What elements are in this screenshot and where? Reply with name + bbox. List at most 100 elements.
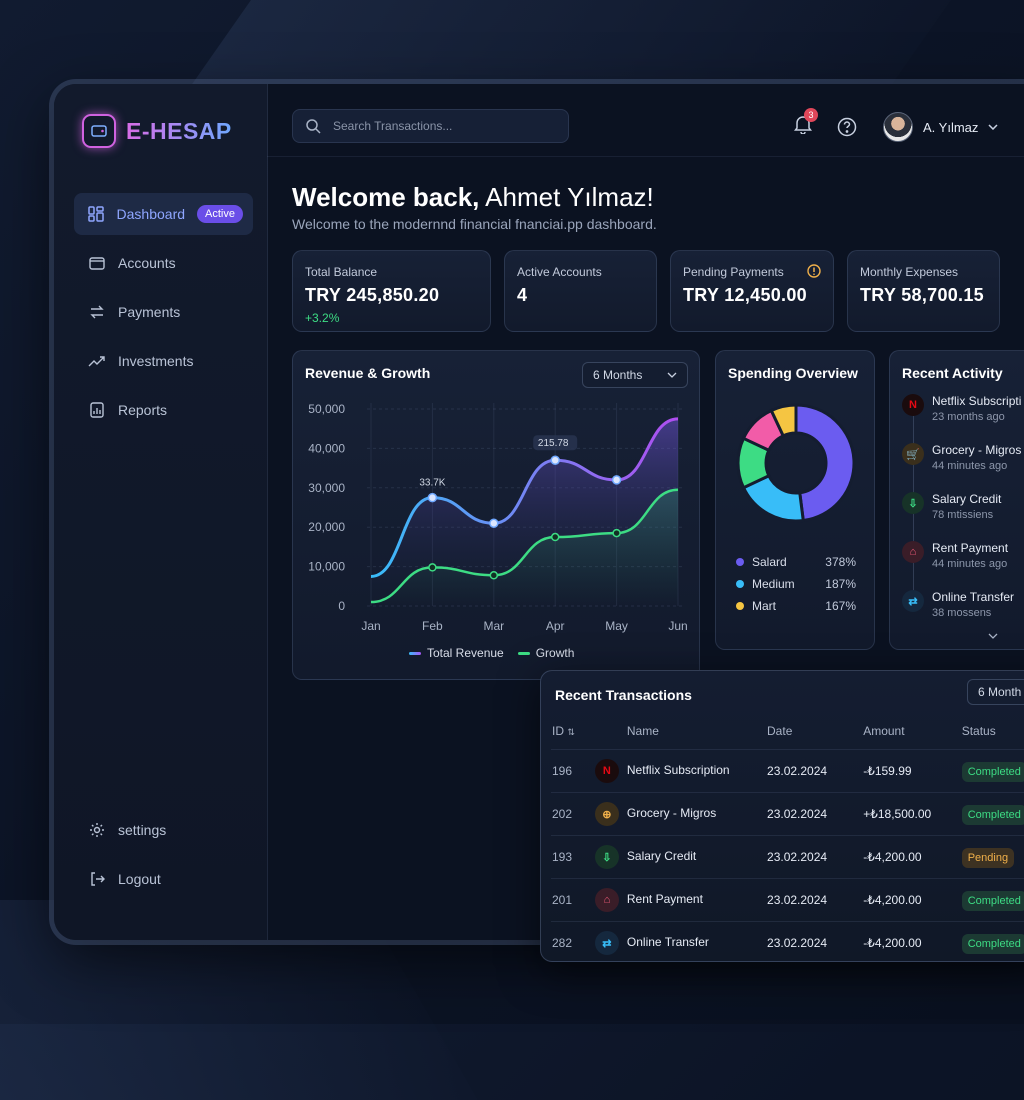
- stat-card-total-balance[interactable]: Total Balance TRY 245,850.20 +3.2%: [292, 250, 491, 332]
- spending-donut-chart: [736, 403, 856, 523]
- stat-label: Total Balance: [305, 265, 378, 279]
- range-select-value: 6 Month: [978, 685, 1022, 699]
- table-row[interactable]: 196 N Netflix Subscription 23.02.2024 -₺159.…: [551, 749, 1024, 793]
- transfer-icon: [88, 303, 106, 321]
- page-title: Welcome back, Ahmet Yılmaz!: [292, 182, 654, 212]
- stat-card-active-accounts[interactable]: Active Accounts 4: [504, 250, 657, 332]
- user-menu[interactable]: A. Yılmaz: [883, 112, 998, 142]
- table-row[interactable]: 282 ⇄ Online Transfer 23.02.2024 -₺4,200.00 C…: [551, 921, 1024, 961]
- sidebar-item-logout[interactable]: Logout: [74, 858, 253, 900]
- cell-amount: -₺4,200.00: [862, 835, 961, 879]
- sidebar-item-settings[interactable]: settings: [74, 809, 253, 851]
- search-input[interactable]: [331, 118, 555, 134]
- cell-date: 23.02.2024: [766, 878, 863, 922]
- x-tick-label: Feb: [422, 619, 443, 633]
- table-row[interactable]: 202 ⊕ Grocery - Migros 23.02.2024 +₺18,500.0…: [551, 792, 1024, 836]
- data-point-growth[interactable]: [550, 532, 560, 542]
- legend-item: Mart 167%: [736, 595, 856, 617]
- y-tick-label: 10,000: [308, 560, 345, 574]
- data-point-total-revenue[interactable]: [427, 492, 438, 503]
- sidebar-item-accounts[interactable]: Accounts: [74, 242, 253, 284]
- app-name: E-HESAP: [126, 117, 232, 144]
- sidebar-item-payments[interactable]: Payments: [74, 291, 253, 333]
- sidebar-item-reports[interactable]: Reports: [74, 389, 253, 431]
- search-box[interactable]: [292, 109, 569, 143]
- cell-date: 23.02.2024: [766, 792, 863, 836]
- sidebar-item-investments[interactable]: Investments: [74, 340, 253, 382]
- data-point-growth[interactable]: [428, 563, 437, 572]
- column-header-date[interactable]: Date: [767, 724, 793, 738]
- app-logo[interactable]: E-HESAP: [82, 114, 232, 148]
- sidebar-item-dashboard[interactable]: Dashboard Active: [74, 193, 253, 235]
- data-point-total-revenue[interactable]: [611, 475, 622, 485]
- table-row[interactable]: 201 ⌂ Rent Payment 23.02.2024 -₺4,200.00 Comp…: [551, 878, 1024, 922]
- column-header-id[interactable]: ID ⇅: [552, 724, 575, 738]
- y-tick-label: 20,000: [308, 520, 345, 534]
- donut-slice[interactable]: [769, 403, 798, 438]
- chevron-down-icon: [667, 372, 677, 378]
- legend-item: Medium 187%: [736, 573, 856, 595]
- cell-date: 23.02.2024: [766, 835, 863, 879]
- data-label: 215.78: [538, 438, 569, 449]
- activity-item[interactable]: 🛒 Grocery - Migros 44 minutes ago: [902, 443, 1021, 472]
- activity-name: Salary Credit: [932, 492, 1002, 506]
- cell-name: ⊕ Grocery - Migros: [593, 792, 767, 836]
- growth-area: [371, 489, 678, 606]
- data-point-growth[interactable]: [489, 571, 499, 580]
- help-icon: [837, 117, 857, 137]
- revenue-panel: Revenue & Growth 6 Months 50,000 40,000 30…: [292, 350, 700, 680]
- sort-icon: ⇅: [567, 727, 575, 737]
- notifications-button[interactable]: 3: [794, 108, 818, 139]
- stat-delta: +3.2%: [305, 311, 340, 325]
- sidebar-item-label: Logout: [118, 871, 161, 887]
- transaction-icon: ⌂: [594, 888, 619, 912]
- cell-name: N Netflix Subscription: [593, 749, 767, 793]
- y-tick-label: 40,000: [308, 441, 345, 455]
- activity-item[interactable]: ⇩ Salary Credit 78 mtissiens: [902, 492, 1001, 521]
- activity-item[interactable]: N Netflix Subscripti 23 months ago: [902, 394, 1021, 423]
- stat-value: 4: [517, 285, 528, 305]
- cell-amount: +₺18,500.00: [862, 792, 961, 836]
- wallet-icon: [88, 254, 106, 272]
- donut-slice[interactable]: [794, 403, 856, 523]
- range-select[interactable]: 6 Months: [582, 362, 688, 388]
- range-select-value: 6 Months: [593, 368, 643, 382]
- column-header-amount[interactable]: Amount: [863, 724, 905, 738]
- data-point-growth[interactable]: [612, 528, 621, 538]
- activity-time: 23 months ago: [932, 411, 1005, 423]
- cell-status: Completed: [960, 792, 1024, 836]
- x-tick-label: Apr: [546, 619, 565, 633]
- gear-icon: [88, 821, 106, 839]
- data-label: 33.7K: [419, 478, 445, 489]
- logout-icon: [88, 870, 106, 888]
- activity-time: 44 minutes ago: [932, 558, 1008, 570]
- column-header-status[interactable]: Status: [961, 724, 996, 738]
- activity-item[interactable]: ⇄ Online Transfer 38 mossens: [902, 590, 1014, 619]
- status-badge: Completed: [961, 891, 1024, 911]
- transactions-range-select[interactable]: 6 Month: [967, 679, 1024, 705]
- table-row[interactable]: 193 ⇩ Salary Credit 23.02.2024 -₺4,200.00 Pen…: [551, 835, 1024, 879]
- data-point-total-revenue[interactable]: [550, 455, 560, 465]
- stat-card-pending-payments[interactable]: Pending Payments TRY 12,450.00: [670, 250, 834, 332]
- app-window: E-HESAP Dashboard Active Accounts Paymen…: [54, 84, 1024, 940]
- activity-time: 38 mossens: [932, 607, 992, 619]
- activity-panel: Recent Activity N Netflix Subscripti 23 mo…: [889, 350, 1024, 650]
- activity-name: Netflix Subscripti: [932, 394, 1022, 408]
- data-point-total-revenue[interactable]: [489, 518, 499, 529]
- data-label-bg: [533, 435, 578, 451]
- column-header-name[interactable]: Name: [626, 724, 659, 738]
- search-icon: [306, 119, 321, 134]
- revenue-title: Revenue & Growth: [305, 365, 431, 381]
- stat-label: Active Accounts: [517, 265, 602, 279]
- top-bar: 3 A. Yılmaz: [267, 84, 1024, 157]
- transfer-icon: ⇄: [902, 590, 924, 612]
- help-button[interactable]: [837, 117, 857, 142]
- x-tick-label: May: [605, 619, 628, 633]
- cell-status: Completed: [960, 878, 1024, 922]
- x-tick-label: Mar: [483, 619, 504, 633]
- chevron-down-icon[interactable]: [988, 633, 998, 639]
- legend-total-revenue: Total Revenue: [409, 646, 504, 660]
- activity-item[interactable]: ⌂ Rent Payment 44 minutes ago: [902, 541, 1008, 570]
- cell-name: ⇩ Salary Credit: [593, 835, 767, 879]
- stat-card-monthly-expenses[interactable]: Monthly Expenses TRY 58,700.15: [847, 250, 1000, 332]
